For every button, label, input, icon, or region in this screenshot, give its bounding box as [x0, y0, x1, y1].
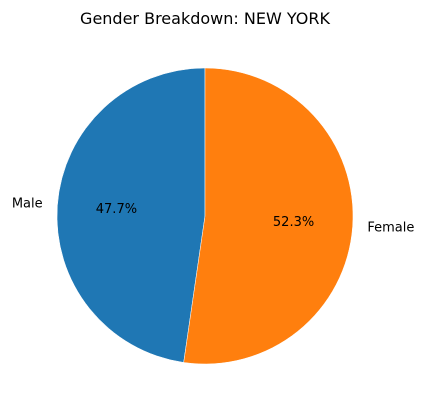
chart-title: Gender Breakdown: NEW YORK — [80, 9, 330, 28]
pie-slice-male — [56, 67, 206, 363]
pie-slice-female — [183, 67, 354, 365]
slice-percent-female: 52.3% — [273, 215, 314, 230]
slice-percent-male: 47.7% — [96, 202, 137, 217]
pie-labels: Male 47.7% Female 52.3% — [12, 197, 415, 236]
slice-label-male: Male — [12, 197, 43, 212]
slice-label-female: Female — [367, 220, 414, 235]
pie-slices — [56, 67, 354, 365]
